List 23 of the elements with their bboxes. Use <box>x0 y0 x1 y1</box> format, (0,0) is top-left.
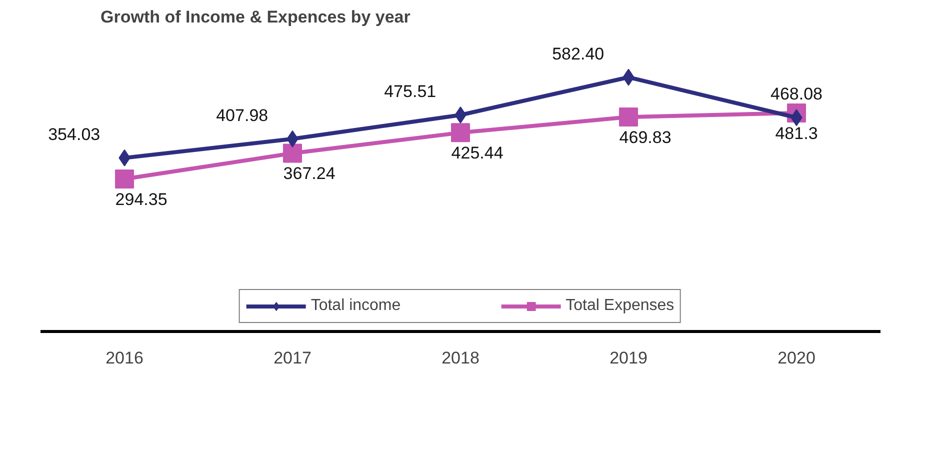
point <box>115 169 134 188</box>
point <box>619 108 638 127</box>
legend-label: Total income <box>310 297 401 315</box>
chart-title: Growth of Income & Expences by year <box>100 8 411 26</box>
x-tick-label: 2018 <box>442 348 480 368</box>
x-tick-label: 2017 <box>274 348 312 368</box>
data-label: 367.24 <box>283 164 336 184</box>
data-label: 481.3 <box>775 124 818 143</box>
legend-label: Total Expenses <box>566 297 674 315</box>
data-label: 582.40 <box>552 44 604 64</box>
x-tick-label: 2016 <box>106 348 144 368</box>
x-tick-label: 2020 <box>778 348 816 368</box>
data-label: 294.35 <box>115 190 168 209</box>
point <box>283 144 302 163</box>
data-label: 407.98 <box>216 106 268 125</box>
data-label: 468.08 <box>770 84 822 104</box>
data-label: 354.03 <box>48 124 100 144</box>
data-label: 425.44 <box>451 144 504 163</box>
point <box>451 123 470 142</box>
data-label: 475.51 <box>384 82 436 101</box>
point <box>454 106 466 124</box>
data-label: 469.83 <box>619 128 672 148</box>
x-tick-label: 2019 <box>610 348 648 368</box>
